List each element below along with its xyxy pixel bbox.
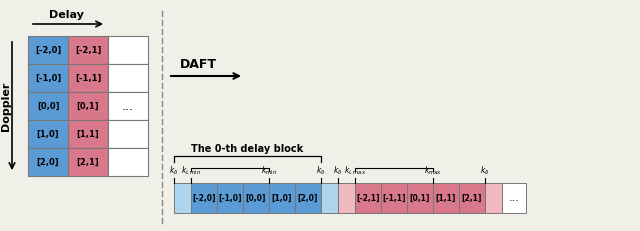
Bar [502, 183, 526, 213]
Text: $k_{\delta}$: $k_{\delta}$ [316, 164, 326, 177]
Bar [485, 183, 502, 213]
Text: $k_{l,\max}$: $k_{l,\max}$ [344, 165, 366, 177]
Bar [433, 183, 459, 213]
Bar [191, 183, 217, 213]
Text: DAFT: DAFT [180, 58, 217, 71]
Text: $k_{\delta}$: $k_{\delta}$ [480, 164, 490, 177]
Bar [407, 183, 433, 213]
Text: $k_{l,\min}$: $k_{l,\min}$ [181, 165, 201, 177]
Bar [321, 183, 338, 213]
Text: [-1,0]: [-1,0] [218, 194, 242, 203]
Text: [-1,1]: [-1,1] [75, 73, 101, 82]
Text: [2,1]: [2,1] [77, 158, 99, 167]
Text: [2,1]: [2,1] [462, 194, 482, 203]
Text: The 0-th delay block: The 0-th delay block [191, 144, 303, 154]
Text: [2,0]: [2,0] [298, 194, 318, 203]
Text: $k_{\max}$: $k_{\max}$ [424, 164, 442, 177]
Text: Doppler: Doppler [1, 81, 11, 131]
Bar [108, 64, 148, 92]
Text: [0,0]: [0,0] [246, 194, 266, 203]
Bar [174, 183, 191, 213]
Bar [295, 183, 321, 213]
Bar [28, 148, 68, 176]
Bar [28, 120, 68, 148]
Text: $k_{\delta}$: $k_{\delta}$ [169, 164, 179, 177]
Bar [28, 64, 68, 92]
Text: [2,0]: [2,0] [36, 158, 60, 167]
Text: [-2,1]: [-2,1] [356, 194, 380, 203]
Bar [108, 92, 148, 120]
Bar [68, 64, 108, 92]
Text: [-2,0]: [-2,0] [192, 194, 216, 203]
Text: $k_{\delta}$: $k_{\delta}$ [333, 164, 343, 177]
Bar [459, 183, 485, 213]
Text: [-2,1]: [-2,1] [75, 46, 101, 55]
Text: [1,0]: [1,0] [272, 194, 292, 203]
Bar [381, 183, 407, 213]
Text: [-1,1]: [-1,1] [382, 194, 406, 203]
Text: [1,1]: [1,1] [77, 130, 99, 139]
Text: [1,1]: [1,1] [436, 194, 456, 203]
Text: $k_{\min}$: $k_{\min}$ [261, 164, 277, 177]
Text: [0,1]: [0,1] [410, 194, 430, 203]
Bar [108, 36, 148, 64]
Text: [0,0]: [0,0] [36, 101, 60, 110]
Bar [68, 148, 108, 176]
Bar [355, 183, 381, 213]
Bar [68, 120, 108, 148]
Text: Delay: Delay [49, 10, 83, 20]
Bar [68, 36, 108, 64]
Bar [217, 183, 243, 213]
Bar [28, 36, 68, 64]
Bar [68, 92, 108, 120]
Bar [338, 183, 355, 213]
Bar [108, 148, 148, 176]
Text: [1,0]: [1,0] [36, 130, 60, 139]
Text: [0,1]: [0,1] [77, 101, 99, 110]
Text: [-2,0]: [-2,0] [35, 46, 61, 55]
Text: ...: ... [509, 193, 520, 203]
Bar [269, 183, 295, 213]
Text: ...: ... [122, 100, 134, 112]
Bar [28, 92, 68, 120]
Bar [108, 120, 148, 148]
Bar [243, 183, 269, 213]
Text: [-1,0]: [-1,0] [35, 73, 61, 82]
